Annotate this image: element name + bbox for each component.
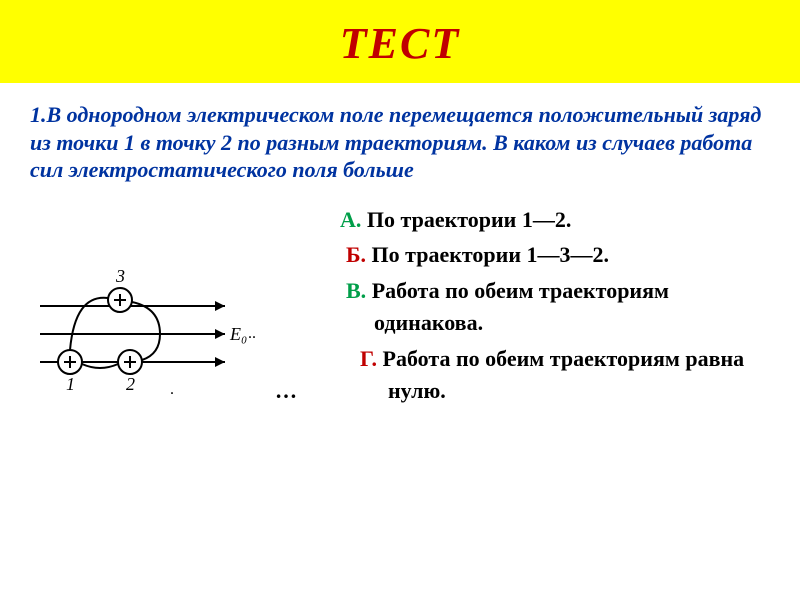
option-a-text: По траектории 1—2. <box>361 207 571 232</box>
option-a-label: А. <box>340 207 361 232</box>
field-diagram: 1 2 3 E₀ .. . <box>20 264 260 414</box>
option-a: А. По траектории 1—2. <box>330 204 780 236</box>
options-column: А. По траектории 1—2. Б. По траектории 1… <box>320 204 780 419</box>
dots-right: .. <box>248 325 256 342</box>
field-label: E₀ <box>229 324 247 344</box>
title-text: ТЕСТ <box>0 18 800 69</box>
option-d-label: Г. <box>360 346 377 371</box>
label-1: 1 <box>66 374 75 394</box>
option-c-text: Работа по обеим траекториям одинакова. <box>366 278 669 335</box>
label-3: 3 <box>115 266 125 286</box>
option-d: Г. Работа по обеим траекториям равна нул… <box>330 343 780 407</box>
option-d-text: Работа по обеим траекториям равна нулю. <box>377 346 744 403</box>
title-bar: ТЕСТ <box>0 0 800 83</box>
option-c: В. Работа по обеим траекториям одинакова… <box>330 275 780 339</box>
label-2: 2 <box>126 374 135 394</box>
option-b-text: По траектории 1—3—2. <box>366 242 609 267</box>
ellipsis-marker: … <box>275 378 297 404</box>
option-b: Б. По траектории 1—3—2. <box>330 239 780 271</box>
option-b-label: Б. <box>346 242 366 267</box>
slide: ТЕСТ 1.В однородном электрическом поле п… <box>0 0 800 600</box>
content-area: 1 2 3 E₀ .. . … А. По траектории 1—2. Б.… <box>0 194 800 419</box>
option-c-label: В. <box>346 278 366 303</box>
question-text: 1.В однородном электрическом поле переме… <box>0 83 800 194</box>
diagram-column: 1 2 3 E₀ .. . … <box>20 204 320 419</box>
dot-bottom: . <box>170 381 174 398</box>
